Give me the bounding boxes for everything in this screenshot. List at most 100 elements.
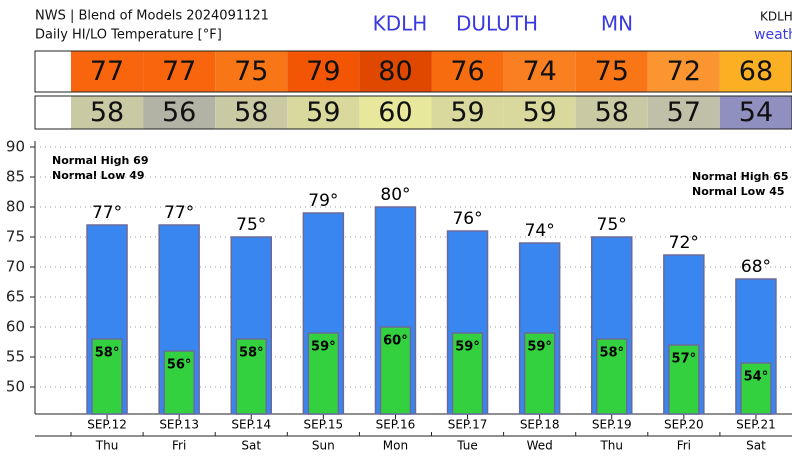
high-cell xyxy=(647,51,720,92)
x-tick-label: SEP.20 xyxy=(664,418,704,432)
day-label: Fri xyxy=(677,439,691,453)
high-cell xyxy=(287,51,360,92)
low-cell-value: 60 xyxy=(378,97,412,128)
day-label: Fri xyxy=(172,439,186,453)
value-label: 60° xyxy=(383,334,408,349)
y-tick-label: 75 xyxy=(6,228,25,246)
high-cell-value: 74 xyxy=(522,56,556,87)
value-label: 79° xyxy=(308,191,338,211)
low-cell-value: 58 xyxy=(595,97,629,128)
high-cell-value: 76 xyxy=(450,56,484,87)
station-id: KDLH xyxy=(373,12,428,36)
y-tick-label: 90 xyxy=(6,138,25,156)
chart-title: NWS | Blend of Models 2024091121 xyxy=(35,9,269,24)
high-cell xyxy=(431,51,504,92)
value-label: 57° xyxy=(672,352,697,367)
x-tick-label: SEP.17 xyxy=(448,418,488,432)
station-state: MN xyxy=(601,12,633,36)
low-cell-value: 57 xyxy=(667,97,701,128)
corner-link: weath xyxy=(754,27,792,43)
high-cell xyxy=(503,51,576,92)
high-cell xyxy=(215,51,288,92)
y-tick-label: 65 xyxy=(6,288,25,306)
value-label: 59° xyxy=(311,340,336,355)
day-label: Sat xyxy=(241,439,261,453)
high-cell-value: 68 xyxy=(739,56,773,87)
bar xyxy=(163,350,195,415)
high-cell-value: 75 xyxy=(234,56,268,87)
low-cell-value: 59 xyxy=(306,97,340,128)
bar xyxy=(596,338,628,415)
low-cell-value: 59 xyxy=(522,97,556,128)
value-label: 58° xyxy=(239,346,264,361)
day-label: Thu xyxy=(95,439,119,453)
x-tick-label: SEP.14 xyxy=(231,418,271,432)
annotation: Normal High 69 xyxy=(52,154,149,167)
y-tick-label: 50 xyxy=(6,378,25,396)
value-label: 56° xyxy=(167,358,192,373)
high-cell xyxy=(71,51,144,92)
value-label: 58° xyxy=(95,346,120,361)
x-tick-label: SEP.16 xyxy=(376,418,416,432)
high-cell-value: 79 xyxy=(306,56,340,87)
low-cell xyxy=(215,96,288,129)
value-label: 75° xyxy=(597,215,627,235)
bar xyxy=(668,344,700,415)
day-label: Thu xyxy=(599,439,623,453)
low-cell-value: 54 xyxy=(739,97,773,128)
low-cell xyxy=(71,96,144,129)
value-label: 80° xyxy=(380,185,410,205)
bar xyxy=(451,332,484,415)
value-label: 75° xyxy=(236,215,266,235)
high-cell xyxy=(143,51,216,92)
high-row-frame xyxy=(34,50,792,93)
bar xyxy=(91,338,123,415)
day-label: Sat xyxy=(746,439,766,453)
corner-id: KDLH xyxy=(760,10,792,24)
y-tick-label: 85 xyxy=(6,168,25,186)
day-label: Mon xyxy=(383,439,408,453)
day-label: Wed xyxy=(527,439,553,453)
value-label: 77° xyxy=(164,203,194,223)
low-cell xyxy=(719,96,792,129)
station-city: DULUTH xyxy=(456,12,538,36)
high-cell-value: 77 xyxy=(90,56,124,87)
y-tick-label: 70 xyxy=(6,258,25,276)
value-label: 59° xyxy=(527,340,552,355)
value-label: 74° xyxy=(525,221,555,241)
x-tick-label: SEP.18 xyxy=(520,418,560,432)
value-label: 54° xyxy=(744,370,769,385)
value-label: 72° xyxy=(669,233,699,253)
value-label: 58° xyxy=(599,346,624,361)
value-label: 76° xyxy=(452,209,482,229)
bar xyxy=(523,332,556,415)
chart-subtitle: Daily HI/LO Temperature [°F] xyxy=(35,28,222,43)
high-cell xyxy=(719,51,792,92)
low-cell xyxy=(647,96,720,129)
low-cell xyxy=(143,96,216,129)
low-cell-value: 56 xyxy=(162,97,196,128)
low-cell-value: 58 xyxy=(234,97,268,128)
high-cell xyxy=(575,51,648,92)
value-label: 68° xyxy=(741,257,771,277)
low-cell xyxy=(431,96,504,129)
x-tick-label: SEP.15 xyxy=(304,418,344,432)
low-cell-value: 59 xyxy=(450,97,484,128)
value-label: 59° xyxy=(455,340,480,355)
high-cell-value: 77 xyxy=(162,56,196,87)
bar xyxy=(740,362,772,415)
low-row-frame xyxy=(34,95,792,130)
bar xyxy=(235,338,267,415)
annotation: Normal Low 45 xyxy=(692,185,785,198)
high-cell-value: 80 xyxy=(378,56,412,87)
day-label: Sun xyxy=(312,439,335,453)
low-cell xyxy=(359,96,432,129)
bar xyxy=(307,332,340,415)
value-label: 77° xyxy=(92,203,122,223)
x-tick-label: SEP.21 xyxy=(736,418,776,432)
low-cell xyxy=(575,96,648,129)
high-cell-value: 72 xyxy=(667,56,701,87)
low-cell xyxy=(503,96,576,129)
bar xyxy=(379,326,412,415)
